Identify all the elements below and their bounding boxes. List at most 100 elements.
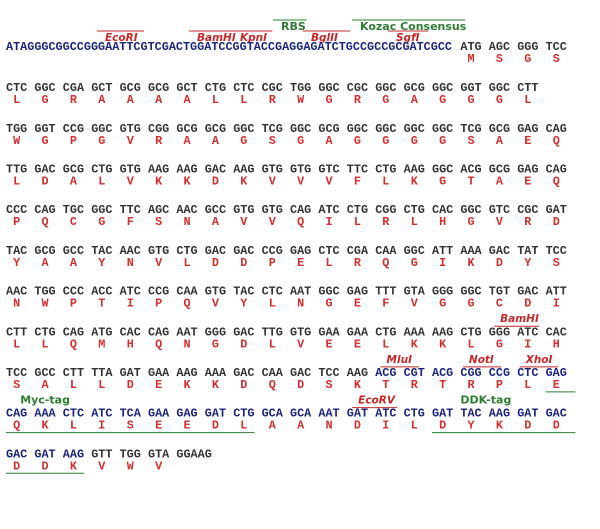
codon: GTG (262, 203, 283, 217)
codon: CAA (375, 244, 397, 258)
amino-acid: D (240, 256, 247, 270)
amino-acid: I (326, 215, 333, 229)
codon: TCC (546, 40, 567, 54)
codon: CTC (262, 285, 283, 299)
codon: AAC (176, 203, 197, 217)
amino-acid: R (70, 93, 78, 107)
codon: AGC (148, 203, 169, 217)
codon: GAC (546, 407, 567, 421)
amino-acid: G (98, 134, 105, 148)
amino-acid: D (42, 459, 49, 473)
codon: CCC (6, 203, 27, 217)
amino-acid: S (13, 378, 20, 392)
amino-acid: F (382, 297, 389, 311)
amino-acid: L (13, 337, 20, 351)
codon: ATC (517, 325, 538, 339)
codon: CTC (6, 81, 27, 95)
enzyme-label: NotI (469, 354, 494, 366)
codon: GAC (233, 244, 254, 258)
codon: GAC (290, 366, 311, 380)
codon: CAC (432, 203, 453, 217)
amino-acid: V (297, 175, 305, 189)
amino-acid: Y (524, 256, 532, 270)
amino-acid: A (411, 93, 419, 107)
amino-acid: C (496, 297, 503, 311)
amino-acid: G (326, 297, 333, 311)
amino-acid: E (326, 337, 333, 351)
codon: GAC (34, 163, 55, 177)
codon: GGC (432, 122, 453, 136)
amino-acid: V (326, 175, 334, 189)
codon: GGG (432, 285, 453, 299)
codon: GCG (148, 81, 169, 95)
enzyme-label: SgfI (396, 32, 420, 44)
amino-acid: G (382, 93, 389, 107)
codon: CTG (233, 407, 254, 421)
amino-acid: L (13, 93, 20, 107)
codon: AAT (176, 325, 197, 339)
codon: ATC (91, 407, 112, 421)
amino-acid: N (184, 215, 191, 229)
amino-acid: V (411, 297, 419, 311)
amino-acid: G (496, 93, 503, 107)
amino-acid: K (70, 459, 78, 473)
amino-acid: A (212, 215, 220, 229)
codon: GTA (148, 447, 170, 461)
feature-label: RBS (281, 20, 306, 33)
amino-acid: V (297, 337, 305, 351)
amino-acid: K (439, 337, 447, 351)
amino-acid: L (70, 419, 77, 433)
amino-acid: V (155, 459, 163, 473)
amino-acid: D (42, 175, 49, 189)
codon: TTC (347, 163, 368, 177)
amino-acid: G (496, 337, 503, 351)
amino-acid: Q (553, 134, 560, 148)
codon: CTC (318, 244, 339, 258)
codon: TGG (6, 122, 27, 136)
codon: GGG (205, 325, 226, 339)
amino-acid: S (155, 215, 162, 229)
codon: CAG (63, 325, 84, 339)
codon: GGC (91, 122, 112, 136)
amino-acid: Q (297, 215, 304, 229)
amino-acid: H (439, 215, 446, 229)
amino-acid: V (127, 175, 135, 189)
amino-acid: P (70, 134, 77, 148)
amino-acid: D (13, 459, 20, 473)
codon: CGC (262, 81, 283, 95)
amino-acid: A (212, 134, 220, 148)
codon: TGC (63, 203, 84, 217)
codon: AAG (233, 163, 254, 177)
amino-acid: G (240, 134, 247, 148)
amino-acid: A (42, 378, 50, 392)
codon: TTG (6, 163, 27, 177)
codon: AAA (34, 407, 56, 421)
amino-acid: Q (13, 419, 20, 433)
amino-acid: G (42, 134, 49, 148)
feature-label: DDK-tag (460, 394, 511, 407)
codon: CTG (347, 203, 368, 217)
amino-acid: D (240, 378, 247, 392)
codon: GTG (233, 203, 254, 217)
amino-acid: D (127, 378, 134, 392)
amino-acid: K (212, 378, 220, 392)
codon: CTG (176, 244, 197, 258)
codon: AAG (432, 325, 453, 339)
codon: TTT (375, 285, 396, 299)
codon: TGG (290, 81, 311, 95)
codon: CCG (63, 122, 84, 136)
codon: GAT (34, 447, 55, 461)
codon: ATG (91, 325, 112, 339)
codon: GAG (517, 163, 538, 177)
codon: AAT (318, 407, 339, 421)
amino-acid: Y (240, 297, 248, 311)
amino-acid: A (98, 93, 106, 107)
amino-acid: S (127, 419, 134, 433)
codon: GCC (205, 203, 226, 217)
enzyme-label: EcoRV (358, 395, 396, 407)
codon: AAT (290, 285, 311, 299)
codon: AAG (63, 447, 84, 461)
amino-acid: Y (98, 256, 106, 270)
enzyme-label: KpnI (240, 32, 267, 44)
codon: GCG (63, 163, 84, 177)
